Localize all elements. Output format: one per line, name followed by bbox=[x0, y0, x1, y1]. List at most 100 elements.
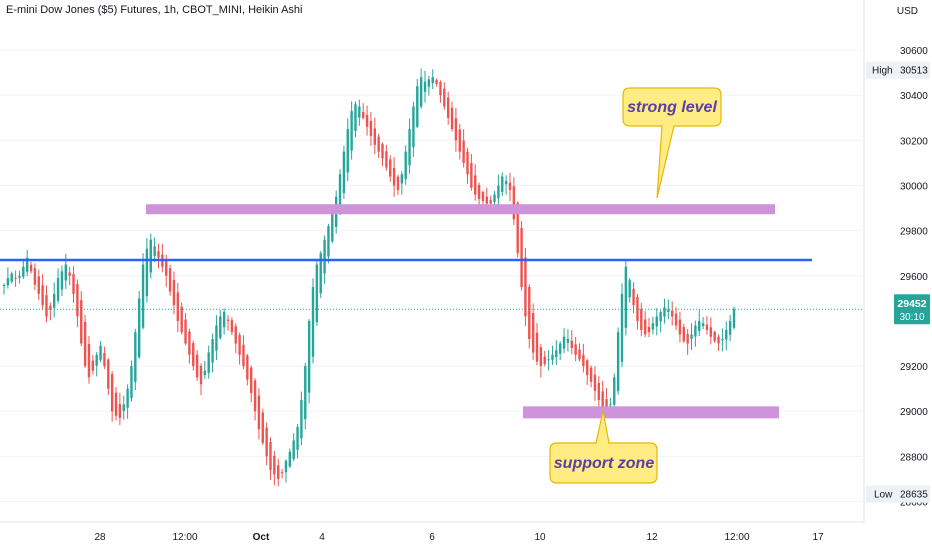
low-label: Low bbox=[874, 490, 893, 501]
candle-body bbox=[327, 226, 330, 257]
candle-body bbox=[284, 460, 288, 473]
candle-body bbox=[682, 327, 685, 342]
candle-body bbox=[458, 129, 461, 152]
last-price-value: 29452 bbox=[897, 298, 926, 310]
candle-body bbox=[342, 151, 346, 194]
candle-body bbox=[427, 79, 431, 87]
time-tick-label: Oct bbox=[253, 532, 270, 543]
candle-body bbox=[701, 323, 705, 326]
candle-body bbox=[474, 175, 477, 195]
candle-body bbox=[400, 174, 404, 184]
candle-body bbox=[392, 167, 396, 186]
candle-body bbox=[408, 129, 411, 166]
candle-body bbox=[528, 286, 531, 339]
candle-body bbox=[18, 275, 21, 278]
candle-body bbox=[632, 288, 635, 306]
candle-body bbox=[292, 440, 295, 460]
candle-body bbox=[547, 359, 550, 361]
candle-body bbox=[520, 228, 523, 288]
candle-body bbox=[261, 412, 264, 443]
candle-body bbox=[253, 380, 257, 412]
candle-body bbox=[690, 334, 693, 339]
candle-body bbox=[462, 140, 465, 163]
candle-body bbox=[655, 316, 658, 327]
candle-body bbox=[265, 427, 268, 457]
time-tick-label: 12:00 bbox=[172, 532, 197, 543]
strong-level-zone[interactable] bbox=[146, 204, 775, 215]
candle-body bbox=[192, 343, 195, 367]
candle-body bbox=[566, 338, 570, 343]
candle-body bbox=[354, 104, 357, 131]
candle-body bbox=[6, 278, 10, 286]
candle-body bbox=[516, 202, 519, 254]
candle-body bbox=[446, 97, 450, 118]
candle-body bbox=[222, 311, 226, 328]
candle-body bbox=[246, 355, 249, 380]
time-tick-label: 28 bbox=[94, 532, 106, 543]
candle-body bbox=[732, 309, 736, 328]
currency-label: USD bbox=[896, 6, 918, 17]
high-label: High bbox=[872, 66, 893, 77]
strong-level-callout[interactable] bbox=[622, 87, 722, 199]
time-tick-label: 6 bbox=[429, 532, 435, 543]
candle-body bbox=[717, 336, 720, 344]
candle-body bbox=[83, 321, 87, 367]
candle-body bbox=[300, 399, 303, 439]
price-tick-label: 29800 bbox=[900, 227, 928, 238]
candle-body bbox=[91, 360, 95, 371]
candle-body bbox=[180, 306, 183, 333]
time-tick-label: 10 bbox=[534, 532, 546, 543]
candle-body bbox=[624, 266, 628, 328]
candle-body bbox=[616, 332, 620, 392]
candle-body bbox=[504, 181, 508, 185]
last-price-tag[interactable] bbox=[894, 294, 930, 325]
candle-body bbox=[574, 344, 577, 355]
candle-body bbox=[80, 300, 83, 344]
candle-body bbox=[485, 196, 489, 204]
candle-body bbox=[613, 377, 616, 405]
candle-body bbox=[477, 184, 481, 200]
candle-body bbox=[416, 86, 419, 127]
candle-body bbox=[33, 268, 37, 285]
candle-body bbox=[636, 296, 639, 321]
candle-body bbox=[41, 285, 44, 306]
candle-body bbox=[555, 350, 558, 358]
candle-body bbox=[601, 391, 604, 407]
time-tick-label: 17 bbox=[812, 532, 824, 543]
candle-body bbox=[249, 367, 253, 394]
candle-body bbox=[346, 129, 349, 173]
candle-body bbox=[454, 118, 458, 141]
candle-body bbox=[508, 182, 512, 191]
candle-body bbox=[713, 332, 716, 342]
candle-body bbox=[501, 176, 504, 192]
candle-body bbox=[238, 334, 241, 355]
candle-body bbox=[671, 310, 674, 317]
candle-body bbox=[620, 293, 624, 362]
candle-body bbox=[226, 319, 230, 321]
candle-body bbox=[412, 106, 415, 148]
candle-body bbox=[686, 334, 689, 344]
candle-body bbox=[589, 367, 593, 382]
candle-body bbox=[558, 343, 562, 354]
candle-body bbox=[578, 349, 581, 360]
candle-body bbox=[14, 277, 17, 279]
low-marker-bg bbox=[866, 485, 930, 503]
candle-body bbox=[674, 313, 678, 326]
candle-body bbox=[369, 120, 373, 136]
support-zone[interactable] bbox=[523, 406, 779, 419]
candle-body bbox=[56, 278, 60, 301]
candle-body bbox=[103, 352, 106, 367]
candle-body bbox=[280, 472, 284, 474]
candle-body bbox=[25, 257, 29, 272]
annotations: strong level support zone bbox=[549, 87, 722, 484]
candle-body bbox=[87, 343, 91, 378]
support-zone-callout[interactable] bbox=[549, 410, 658, 484]
time-tick-label: 12:00 bbox=[724, 532, 749, 543]
candle-body bbox=[728, 320, 732, 335]
candle-body bbox=[172, 279, 176, 306]
candle-body bbox=[389, 159, 392, 177]
candle-body bbox=[29, 264, 33, 272]
candle-body bbox=[304, 366, 307, 420]
